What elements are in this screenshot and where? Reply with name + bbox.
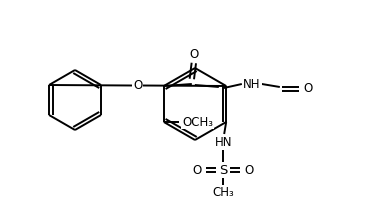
Text: OCH₃: OCH₃ — [182, 116, 213, 128]
Text: CH₃: CH₃ — [212, 186, 234, 198]
Text: HN: HN — [214, 135, 232, 148]
Text: O: O — [245, 163, 254, 177]
Text: NH: NH — [243, 78, 261, 91]
Text: O: O — [133, 79, 142, 92]
Text: O: O — [189, 47, 198, 60]
Text: S: S — [219, 163, 227, 177]
Text: O: O — [192, 163, 202, 177]
Text: O: O — [303, 82, 312, 95]
